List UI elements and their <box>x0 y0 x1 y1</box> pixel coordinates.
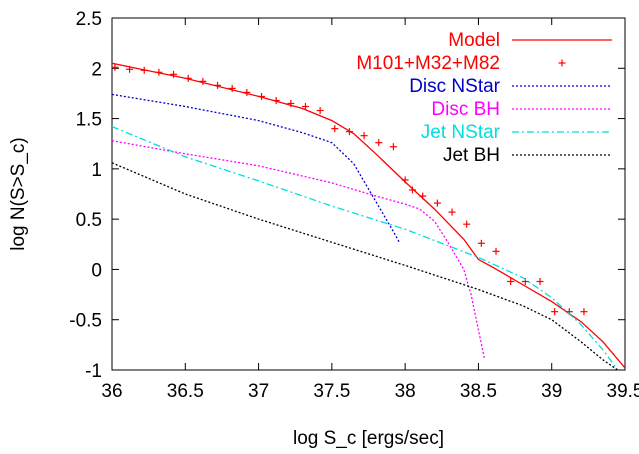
m101-m32-m82-point <box>287 99 295 107</box>
m101-m32-m82-point <box>433 199 441 207</box>
m101-m32-m82-point <box>331 125 339 133</box>
m101-m32-m82-point <box>401 176 409 184</box>
m101-m32-m82-point <box>272 96 280 104</box>
m101-m32-m82-point <box>507 277 515 285</box>
m101-m32-m82-point <box>301 103 309 111</box>
disc-bh-line <box>111 140 485 359</box>
x-tick-label: 38.5 <box>460 381 497 402</box>
m101-m32-m82-point <box>448 208 456 216</box>
m101-m32-m82-point <box>580 308 588 316</box>
x-axis-label: log S_c [ergs/sec] <box>293 428 444 449</box>
m101-m32-m82-point <box>228 84 236 92</box>
y-tick-label: 0 <box>91 260 102 281</box>
m101-m32-m82-point <box>408 186 416 194</box>
x-tick-label: 37.5 <box>313 381 350 402</box>
m101-m32-m82-point <box>111 63 119 71</box>
jet-bh-line <box>111 162 619 371</box>
disc-nstar-line <box>111 93 400 243</box>
y-tick-label: 1 <box>91 160 102 181</box>
legend-label-disc-bh: Disc BH <box>431 99 500 120</box>
m101-m32-m82-point <box>345 128 353 136</box>
y-tick-label: 1.5 <box>76 110 102 131</box>
m101-m32-m82-point <box>258 92 266 100</box>
legend-label-jet-bh: Jet BH <box>443 145 500 166</box>
m101-m32-m82-point <box>492 247 500 255</box>
jet-nstar-line <box>111 125 619 371</box>
m101-m32-m82-point <box>551 308 559 316</box>
m101-m32-m82-point <box>360 132 368 140</box>
plot-frame <box>111 17 626 371</box>
model-line <box>111 62 626 369</box>
y-axis-label: log N(S>S_c) <box>8 137 29 251</box>
m101-m32-m82-point <box>140 66 148 74</box>
legend-label-jet-nstar: Jet NStar <box>421 122 501 143</box>
x-tick-label: 36.5 <box>167 381 204 402</box>
m101-m32-m82-point <box>477 239 485 247</box>
m101-m32-m82-point <box>170 70 178 78</box>
legend-sample-m101-m32-m82 <box>558 59 566 67</box>
x-tick-label: 37 <box>248 381 269 402</box>
m101-m32-m82-point <box>184 74 192 82</box>
m101-m32-m82-point <box>389 143 397 151</box>
y-tick-label: 2.5 <box>76 9 102 30</box>
m101-m32-m82-point <box>155 68 163 76</box>
legend-label-m101-m32-m82: M101+M32+M82 <box>356 53 500 74</box>
m101-m32-m82-point <box>463 220 471 228</box>
plot-frame-group <box>111 17 626 371</box>
m101-m32-m82-point <box>536 277 544 285</box>
m101-m32-m82-point <box>375 139 383 147</box>
y-tick-label: 0.5 <box>76 210 102 231</box>
legend-label-disc-nstar: Disc NStar <box>409 76 500 97</box>
m101-m32-m82-point <box>199 77 207 85</box>
x-tick-label: 38 <box>395 381 416 402</box>
m101-m32-m82-point <box>126 65 134 73</box>
x-tick-label: 39 <box>541 381 562 402</box>
legend-label-model: Model <box>448 30 500 51</box>
m101-m32-m82-point <box>243 88 251 96</box>
m101-m32-m82-point <box>316 107 324 115</box>
ticks-group: 36 36.5 37 37.5 38 38.5 39 39.5 -1 -0.5 0 0.5 1 1.5 2 2… <box>69 9 639 402</box>
series-group <box>111 62 626 371</box>
x-tick-label: 39.5 <box>607 381 639 402</box>
y-tick-label: 2 <box>91 59 102 80</box>
y-tick-label: -0.5 <box>69 311 102 332</box>
y-tick-label: -1 <box>85 361 102 382</box>
m101-m32-m82-point <box>214 81 222 89</box>
m101-m32-m82-point <box>419 192 427 200</box>
x-tick-label: 36 <box>101 381 122 402</box>
